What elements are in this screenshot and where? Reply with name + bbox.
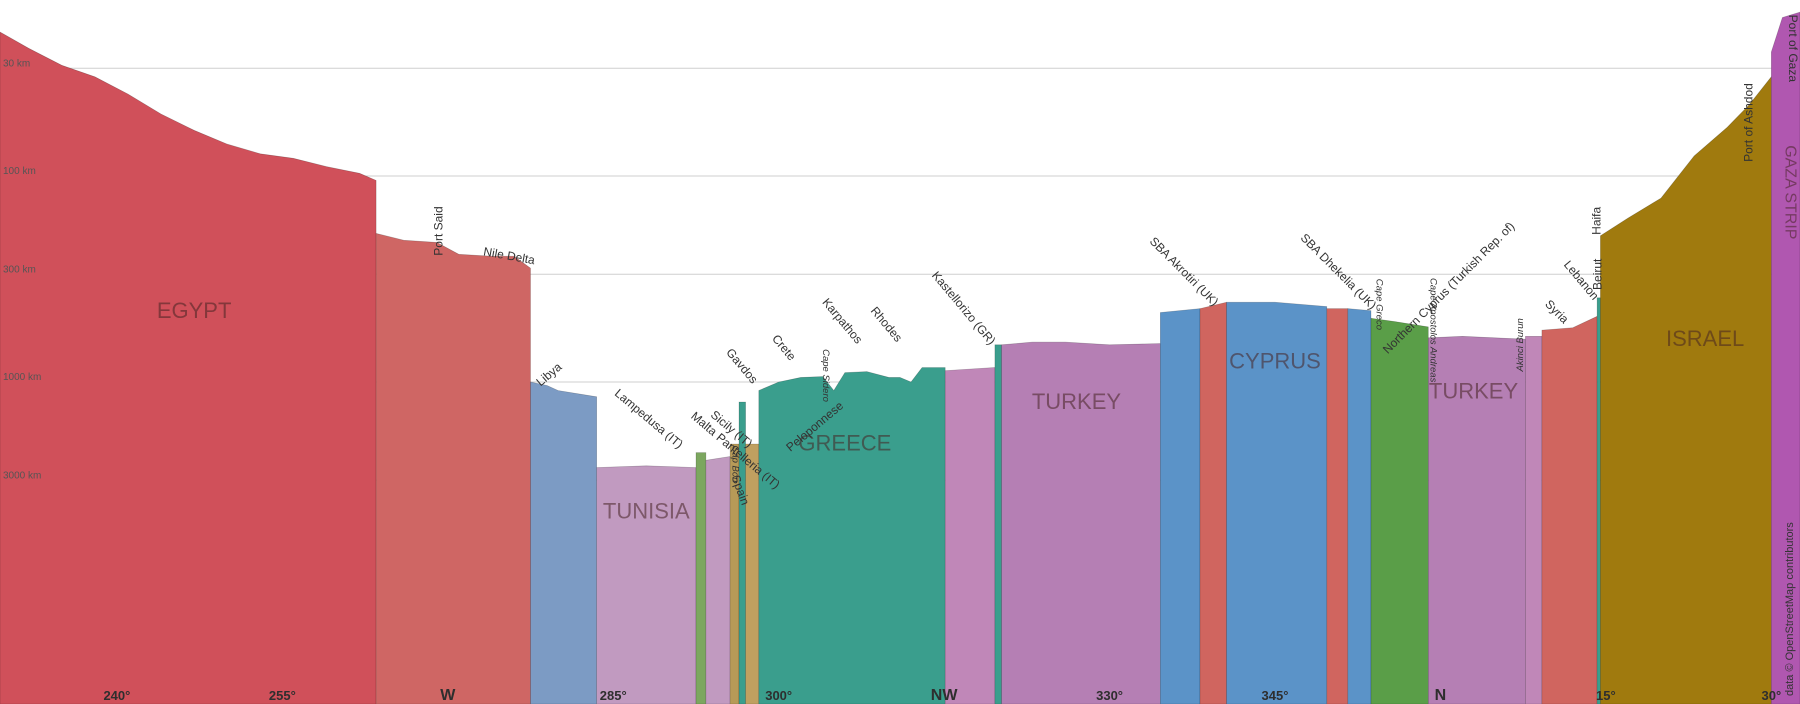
place-label-northern-cyprus-turkish-rep-of: Northern Cyprus (Turkish Rep. of)	[1380, 219, 1517, 356]
region-segment-10	[944, 367, 996, 704]
region-segment-7	[738, 401, 746, 704]
region-segment-17	[1347, 308, 1372, 704]
region-segment-11	[994, 344, 1002, 704]
region-segment-22	[1596, 297, 1601, 704]
bearing-tick-w: W	[440, 687, 456, 704]
bearing-tick-240: 240°	[103, 688, 130, 703]
country-labels: EGYPT TUNISIA GREECE TURKEY CYPRUS TURKEY ISRA…	[157, 145, 1799, 523]
country-label-cyprus: CYPRUS	[1229, 349, 1321, 374]
bearing-tick-300: 300°	[765, 688, 792, 703]
bearing-tick-30: 30°	[1761, 688, 1781, 703]
region-segment-18	[1370, 317, 1429, 704]
region-israel-23	[1600, 75, 1772, 704]
bearing-tick-n: N	[1435, 687, 1447, 704]
place-label-gavdos: Gavdos	[723, 346, 760, 387]
place-label-haifa: Haifa	[1589, 206, 1603, 234]
attribution-text: data © OpenStreetMap contributors	[1784, 522, 1796, 696]
place-label-port-said: Port Said	[431, 206, 445, 255]
distance-labels: 30 km 100 km 300 km 1000 km 3000 km	[3, 58, 41, 481]
region-tunisia-3	[596, 465, 697, 704]
place-label-libya: Libya	[533, 360, 564, 389]
place-label-port-of-ashdod: Port of Ashdod	[1742, 83, 1756, 162]
region-greece-9	[758, 367, 946, 704]
region-segment-5	[705, 456, 731, 704]
region-egypt-0	[0, 31, 377, 704]
region-egypt-1	[375, 233, 531, 704]
place-label-cape-apostolos-andreas: Cape Apostolos Andreas	[1428, 278, 1439, 383]
region-segment-20	[1525, 336, 1543, 704]
distance-label: 3000 km	[3, 470, 41, 481]
distance-label: 1000 km	[3, 372, 41, 383]
country-label-egypt: EGYPT	[157, 298, 232, 323]
region-segment-21	[1541, 315, 1598, 704]
country-label-tunisia: TUNISIA	[603, 499, 690, 524]
bearing-ticks: 240° 255° W 285° 300° NW 330° 345° N 15° 30°	[103, 687, 1781, 704]
country-label-turkey: TURKEY	[1032, 389, 1122, 414]
place-label-karpathos: Karpathos	[819, 295, 865, 346]
place-label-cape-greco: Cape Greco	[1373, 279, 1384, 330]
place-label-lampedusa-it: Lampedusa (IT)	[612, 386, 686, 451]
bearing-tick-285: 285°	[600, 688, 627, 703]
bearing-tick-330: 330°	[1096, 688, 1123, 703]
region-segment-8	[745, 443, 760, 704]
region-turkey-19	[1428, 335, 1526, 704]
distance-label: 100 km	[3, 166, 36, 177]
region-segment-2	[530, 381, 597, 704]
country-label-turkey: TURKEY	[1429, 378, 1519, 403]
region-segment-16	[1326, 308, 1349, 704]
place-label-cap-bon: Cap Bon	[729, 445, 740, 482]
bearing-tick-15: 15°	[1596, 688, 1616, 703]
region-segment-13	[1160, 308, 1201, 704]
country-label-gaza-strip: GAZA STRIP	[1782, 145, 1799, 239]
place-label-beirut: Beirut	[1590, 258, 1604, 290]
country-regions	[0, 11, 1800, 704]
place-label-kastellorizo-gr: Kastellorizo (GR)	[929, 269, 998, 348]
country-label-israel: ISRAEL	[1666, 326, 1744, 351]
place-label-rhodes: Rhodes	[868, 304, 905, 345]
distance-label: 30 km	[3, 58, 30, 69]
place-label-akinci-burun: Akinci Burun	[1515, 318, 1526, 372]
place-label-cape-sidero: Cape Sidero	[820, 349, 831, 402]
place-label-syria: Syria	[1542, 297, 1571, 326]
bearing-tick-255: 255°	[269, 688, 296, 703]
region-segment-4	[695, 452, 707, 704]
place-label-sba-akrotiri-uk: SBA Akrotiri (UK)	[1147, 234, 1222, 309]
place-label-sba-dhekelia-uk: SBA Dhekelia (UK)	[1298, 231, 1380, 313]
bearing-tick-345: 345°	[1262, 688, 1289, 703]
country-label-greece: GREECE	[798, 430, 891, 455]
region-gaza-strip-24	[1771, 11, 1800, 704]
region-cyprus-15	[1226, 301, 1328, 704]
place-label-port-of-gaza: Port of Gaza	[1786, 15, 1800, 83]
region-segment-14	[1199, 301, 1227, 704]
distance-label: 300 km	[3, 264, 36, 275]
bearing-tick-nw: NW	[931, 687, 959, 704]
place-label-crete: Crete	[769, 332, 799, 364]
